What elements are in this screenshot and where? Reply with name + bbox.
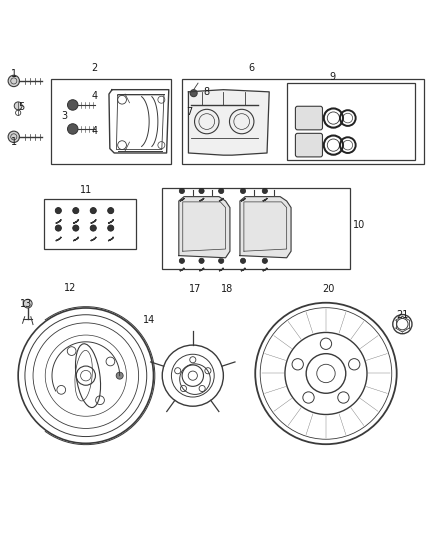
Text: 9: 9 <box>329 71 336 82</box>
Polygon shape <box>180 268 184 271</box>
Circle shape <box>55 225 61 231</box>
Text: 13: 13 <box>20 298 32 309</box>
Circle shape <box>8 131 19 142</box>
Text: 21: 21 <box>396 310 409 319</box>
Text: 1: 1 <box>11 137 17 147</box>
Text: 6: 6 <box>249 63 255 73</box>
Circle shape <box>116 372 123 379</box>
Circle shape <box>67 124 78 134</box>
Circle shape <box>262 188 268 193</box>
Bar <box>191 95 223 149</box>
Bar <box>226 95 258 149</box>
Polygon shape <box>199 198 204 201</box>
Circle shape <box>240 188 246 193</box>
Polygon shape <box>56 237 61 241</box>
Text: 8: 8 <box>204 87 210 97</box>
Polygon shape <box>91 220 96 223</box>
Polygon shape <box>219 268 223 271</box>
Circle shape <box>14 102 22 110</box>
Circle shape <box>199 258 204 263</box>
Text: 4: 4 <box>92 126 98 136</box>
Bar <box>287 83 416 159</box>
Polygon shape <box>188 90 269 155</box>
Circle shape <box>108 207 114 214</box>
Polygon shape <box>108 237 113 241</box>
Circle shape <box>73 207 79 214</box>
Text: 7: 7 <box>186 107 192 117</box>
Polygon shape <box>73 237 78 241</box>
Text: 20: 20 <box>322 284 334 294</box>
Bar <box>44 199 136 249</box>
Circle shape <box>199 188 204 193</box>
Polygon shape <box>91 237 96 241</box>
Text: 2: 2 <box>92 63 98 73</box>
Text: 14: 14 <box>143 315 155 325</box>
Text: 11: 11 <box>80 185 92 195</box>
Circle shape <box>67 100 78 110</box>
Polygon shape <box>241 268 245 271</box>
Text: 5: 5 <box>18 102 25 112</box>
Bar <box>51 79 171 164</box>
Circle shape <box>262 258 268 263</box>
Polygon shape <box>179 197 230 258</box>
Bar <box>182 79 424 164</box>
Polygon shape <box>219 198 223 201</box>
Circle shape <box>219 258 224 263</box>
Polygon shape <box>73 220 78 223</box>
Polygon shape <box>199 268 204 271</box>
Circle shape <box>73 225 79 231</box>
Polygon shape <box>241 198 245 201</box>
Text: 17: 17 <box>189 284 201 294</box>
Polygon shape <box>180 198 184 201</box>
Circle shape <box>190 90 197 96</box>
Text: 1: 1 <box>11 69 17 79</box>
Polygon shape <box>263 268 267 271</box>
FancyBboxPatch shape <box>295 106 322 130</box>
Text: 12: 12 <box>64 284 76 293</box>
Circle shape <box>108 225 114 231</box>
Polygon shape <box>56 220 61 223</box>
Circle shape <box>179 188 184 193</box>
Text: 4: 4 <box>92 91 98 101</box>
Circle shape <box>55 207 61 214</box>
Polygon shape <box>263 198 267 201</box>
Text: 10: 10 <box>353 220 365 230</box>
Circle shape <box>219 188 224 193</box>
Text: 3: 3 <box>61 111 67 121</box>
Text: 18: 18 <box>221 284 233 294</box>
Polygon shape <box>108 220 113 223</box>
Circle shape <box>240 258 246 263</box>
Circle shape <box>179 258 184 263</box>
Circle shape <box>90 207 96 214</box>
Bar <box>162 188 350 269</box>
Circle shape <box>8 75 19 87</box>
Circle shape <box>90 225 96 231</box>
FancyBboxPatch shape <box>295 133 322 157</box>
Circle shape <box>23 299 32 308</box>
Polygon shape <box>240 197 291 258</box>
